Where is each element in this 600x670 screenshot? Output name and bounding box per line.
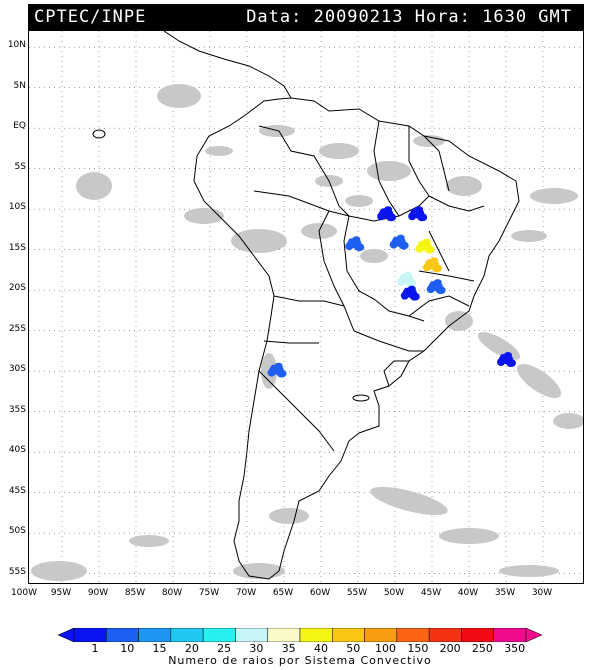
lat-tick-label: 5N xyxy=(13,80,26,91)
map-canvas xyxy=(29,31,583,583)
lightning-clusters xyxy=(267,206,516,378)
colorbar-segment xyxy=(73,628,107,642)
colorbar-segment xyxy=(106,628,139,642)
lon-tick-label: 40W xyxy=(457,588,479,598)
colorbar-tick-label: 10 xyxy=(120,642,135,655)
lon-tick-label: 65W xyxy=(272,588,294,598)
lat-tick-label: EQ xyxy=(13,121,26,132)
lightning-cluster xyxy=(408,206,428,222)
lightning-cluster xyxy=(389,234,409,250)
lightning-cluster xyxy=(377,206,397,222)
lat-tick-label: 55S xyxy=(8,566,26,577)
colorbar-min-arrow xyxy=(58,628,75,642)
colorbar-segment xyxy=(267,628,301,642)
lon-tick-label: 35W xyxy=(494,588,516,598)
lightning-cluster xyxy=(415,238,435,254)
colorbar-segment xyxy=(299,628,333,642)
colorbar-tick-label: 100 xyxy=(375,642,397,655)
datetime-label: Data: 20090213 Hora: 1630 GMT xyxy=(246,7,572,27)
colorbar-tick-label: 150 xyxy=(407,642,429,655)
lightning-cluster xyxy=(397,271,417,287)
lightning-cluster xyxy=(345,236,365,252)
lat-tick-label: 15S xyxy=(8,242,26,253)
lat-tick-label: 50S xyxy=(8,526,26,537)
colorbar-segment xyxy=(170,628,204,642)
colorbar-segment xyxy=(202,628,236,642)
lat-tick-label: 10N xyxy=(7,40,26,51)
lat-tick-label: 45S xyxy=(8,485,26,496)
lat-tick-label: 5S xyxy=(14,161,26,172)
colorbar-tick-label: 15 xyxy=(152,642,167,655)
lat-tick-label: 35S xyxy=(8,404,26,415)
lon-tick-label: 30W xyxy=(531,588,553,598)
lon-tick-label: 80W xyxy=(161,588,183,598)
source-label: CPTEC/INPE xyxy=(34,7,147,27)
lon-tick-label: 90W xyxy=(87,588,109,598)
lightning-cluster xyxy=(426,279,446,295)
title-bar: CPTEC/INPE Data: 20090213 Hora: 1630 GMT xyxy=(28,4,584,30)
colorbar-segment xyxy=(332,628,365,642)
lon-tick-label: 95W xyxy=(50,588,72,598)
colorbar-tick-label: 250 xyxy=(471,642,493,655)
colorbar-tick-label: 200 xyxy=(439,642,461,655)
lon-tick-label: 100W xyxy=(10,588,38,598)
colorbar-segment xyxy=(461,628,494,642)
colorbar-caption: Numero de raios por Sistema Convectivo xyxy=(168,654,432,667)
lightning-cluster xyxy=(267,362,287,378)
colorbar-segment xyxy=(493,628,527,642)
colorbar-segment xyxy=(364,628,398,642)
colorbar-tick-label: 35 xyxy=(281,642,296,655)
lat-lon-grid xyxy=(29,31,583,583)
colorbar-tick-label: 20 xyxy=(184,642,199,655)
colorbar-segment xyxy=(428,628,462,642)
lat-tick-label: 30S xyxy=(8,364,26,375)
lat-tick-label: 40S xyxy=(8,445,26,456)
colorbar-tick-label: 50 xyxy=(346,642,361,655)
lightning-cluster xyxy=(423,257,442,273)
coastline xyxy=(92,31,520,580)
lon-tick-label: 75W xyxy=(198,588,220,598)
lat-tick-label: 25S xyxy=(8,323,26,334)
lightning-cluster xyxy=(400,285,420,301)
lon-tick-label: 45W xyxy=(420,588,442,598)
lon-tick-label: 50W xyxy=(383,588,405,598)
colorbar-tick-label: 40 xyxy=(313,642,328,655)
lon-tick-label: 85W xyxy=(124,588,146,598)
lon-tick-label: 60W xyxy=(309,588,331,598)
lat-tick-label: 20S xyxy=(8,283,26,294)
colorbar-tick-label: 25 xyxy=(217,642,232,655)
colorbar-max-arrow xyxy=(525,628,542,642)
colorbar-tick-label: 30 xyxy=(249,642,264,655)
cloud-cover xyxy=(31,84,583,581)
colorbar-segment xyxy=(138,628,172,642)
colorbar-tick-label: 350 xyxy=(504,642,526,655)
colorbar-segment xyxy=(396,628,430,642)
lon-tick-label: 55W xyxy=(346,588,368,598)
lon-tick-label: 70W xyxy=(235,588,257,598)
colorbar-segment xyxy=(235,628,268,642)
map-frame xyxy=(28,30,584,584)
colorbar-tick-label: 1 xyxy=(91,642,99,655)
lat-tick-label: 10S xyxy=(8,202,26,213)
lightning-cluster xyxy=(497,352,516,368)
colorbar xyxy=(58,628,542,642)
